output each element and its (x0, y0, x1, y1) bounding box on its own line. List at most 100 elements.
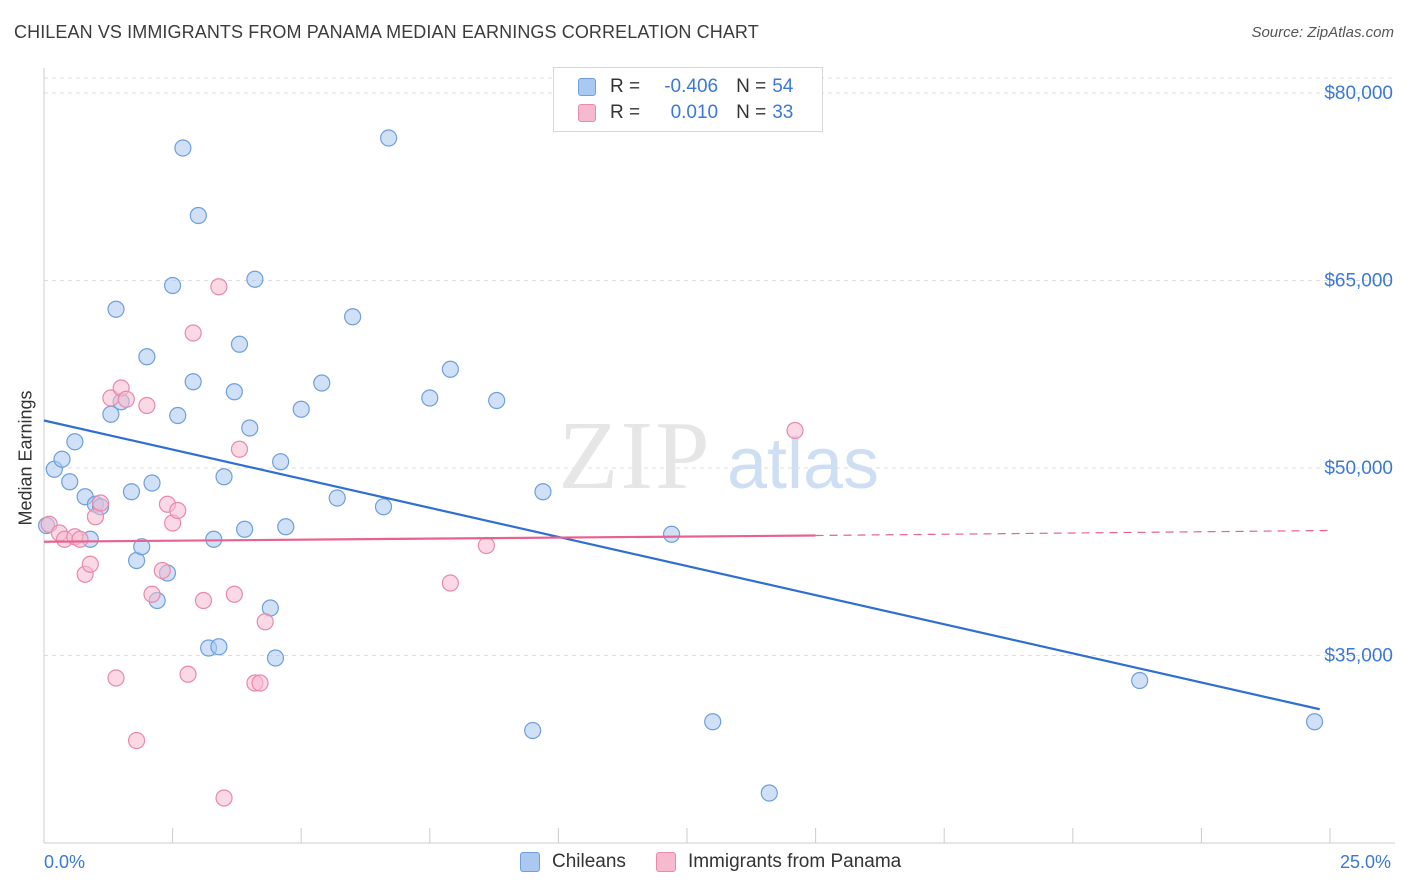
panama-point (230, 440, 249, 458)
n-label: N = (736, 102, 767, 123)
chileans-point (143, 474, 161, 492)
n-label: N = (736, 76, 767, 97)
chart-title: CHILEAN VS IMMIGRANTS FROM PANAMA MEDIAN… (14, 22, 759, 42)
stats-row-chileans: R = -0.406 N = 54 (578, 75, 793, 99)
chileans-point (704, 713, 722, 731)
chileans-point (133, 538, 151, 556)
chileans-point (277, 518, 295, 536)
chileans-point (441, 360, 459, 378)
source-label: Source: ZipAtlas.com (1251, 24, 1394, 41)
legend-label-chileans: Chileans (552, 851, 626, 872)
chileans-point (66, 433, 84, 451)
panama-swatch (578, 104, 596, 122)
chileans-point (344, 308, 362, 326)
panama-point (477, 536, 495, 555)
chileans-point (328, 489, 346, 507)
panama-swatch (655, 852, 676, 872)
series-legend: Chileans Immigrants from Panama (520, 851, 931, 873)
chileans-point (266, 649, 285, 667)
chileans-point (164, 276, 182, 295)
y-tick-labels: $35,000 $50,000 $65,000 $80,000 (1324, 83, 1393, 667)
panama-point (210, 278, 228, 296)
y-tick-label: $35,000 (1324, 646, 1393, 667)
chileans-point (138, 348, 156, 366)
chileans-point (236, 520, 254, 538)
watermark: ZIP atlas (559, 402, 880, 510)
panama-point (441, 574, 459, 592)
panama-trend-line (43, 534, 816, 543)
chileans-point (210, 638, 228, 656)
panama-point (256, 613, 274, 631)
x-tick-label-left: 0.0% (44, 852, 86, 872)
chileans-point (107, 300, 125, 318)
x-tick-label-right: 25.0% (1340, 852, 1392, 872)
chileans-swatch (520, 852, 540, 872)
chileans-point (1305, 713, 1324, 731)
chileans-point (524, 721, 542, 740)
panama-point (215, 789, 233, 807)
panama-point (91, 494, 110, 512)
panama-point (225, 585, 243, 603)
watermark-atlas: atlas (727, 424, 879, 504)
chileans-point (272, 453, 290, 471)
axes (43, 68, 1395, 844)
n-value: 33 (772, 102, 794, 123)
chileans-point (662, 525, 681, 543)
r-label: R = (610, 102, 641, 123)
chileans-point (189, 206, 207, 225)
panama-trend-extension (815, 529, 1331, 537)
panama-point (153, 561, 171, 580)
chileans-point (534, 483, 552, 501)
chileans-point (61, 473, 79, 491)
panama-point (786, 421, 804, 440)
legend-item-panama[interactable]: Immigrants from Panama (655, 851, 902, 873)
series-panama (40, 278, 804, 807)
chileans-point (488, 391, 506, 410)
chileans-trend-line (43, 419, 1320, 711)
chileans-point (421, 389, 439, 407)
chileans-point (241, 419, 259, 437)
panama-point (143, 585, 161, 603)
chileans-point (760, 784, 778, 802)
chileans-point (215, 468, 233, 486)
r-value: -0.406 (664, 76, 719, 97)
y-tick-label: $80,000 (1324, 83, 1393, 104)
grid-lines (44, 77, 1395, 656)
stats-legend: R = -0.406 N = 54 R = 0.010 N = 33 (553, 67, 823, 132)
y-axis-label: Median Earnings (15, 390, 36, 526)
chileans-point (380, 129, 398, 147)
panama-point (194, 591, 213, 610)
chileans-point (292, 400, 310, 418)
r-value: 0.010 (670, 102, 719, 123)
chileans-point (225, 383, 243, 401)
stats-row-panama: R = 0.010 N = 33 (578, 101, 793, 125)
chileans-point (174, 139, 192, 157)
chileans-point (53, 450, 71, 468)
y-tick-label: $65,000 (1324, 271, 1393, 292)
chileans-point (374, 498, 393, 516)
r-label: R = (610, 76, 641, 97)
panama-point (107, 669, 125, 687)
chileans-point (122, 483, 141, 501)
panama-point (179, 665, 197, 683)
panama-point (138, 396, 156, 415)
legend-label-panama: Immigrants from Panama (687, 851, 902, 872)
watermark-zip: ZIP (559, 402, 712, 510)
chileans-point (313, 374, 331, 392)
trend-lines (43, 419, 1331, 711)
panama-point (127, 731, 146, 750)
chileans-point (184, 373, 202, 391)
panama-point (169, 501, 187, 520)
legend-item-chileans[interactable]: Chileans (520, 851, 626, 873)
chileans-point (230, 335, 249, 353)
chileans-point (1131, 671, 1149, 690)
chileans-point (246, 270, 264, 288)
panama-point (251, 674, 269, 692)
panama-point (71, 530, 89, 548)
n-value: 54 (772, 76, 794, 97)
panama-point (184, 324, 202, 342)
chileans-swatch (578, 78, 596, 96)
chileans-point (169, 406, 187, 425)
panama-point (81, 555, 99, 573)
